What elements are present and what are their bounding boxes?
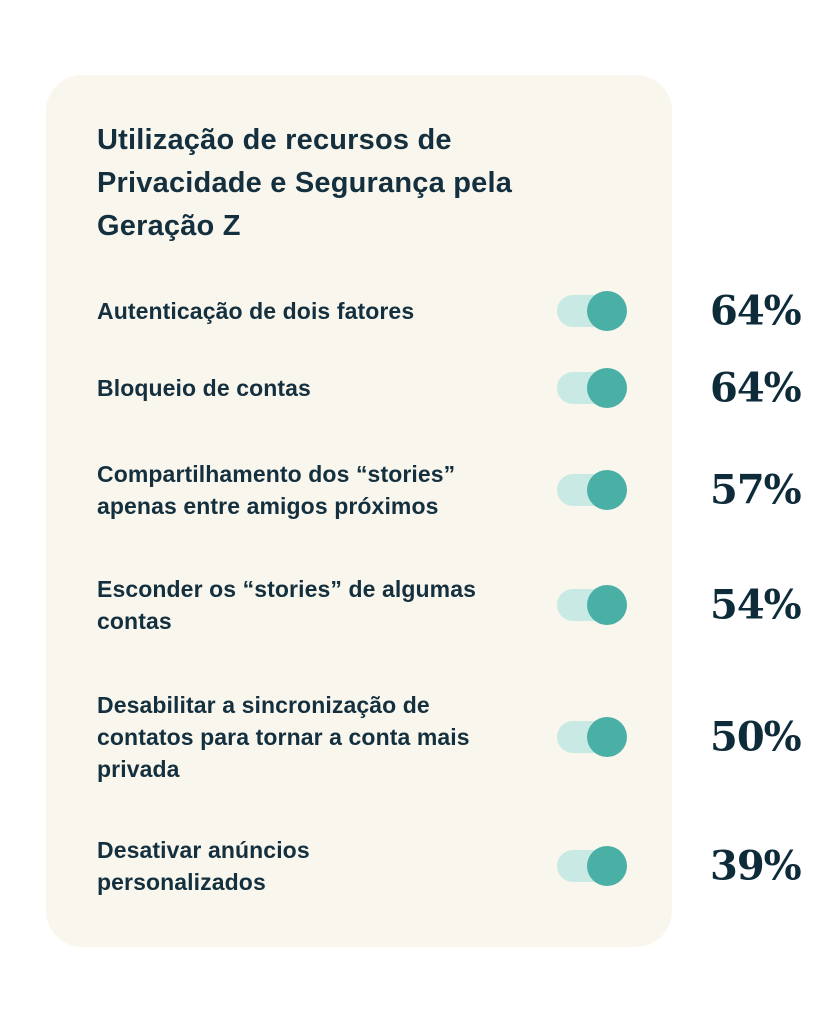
toggle-switch[interactable] <box>557 846 627 886</box>
feature-label: Esconder os “stories” de algumas contas <box>97 576 476 634</box>
toggle-knob <box>587 717 627 757</box>
toggle-switch[interactable] <box>557 470 627 510</box>
feature-label: Autenticação de dois fatores <box>97 298 415 324</box>
toggle-knob <box>587 846 627 886</box>
chart-card: Utilização de recursos de Privacidade e … <box>46 75 672 947</box>
feature-label: Desabilitar a sincronização de contatos … <box>97 692 470 782</box>
toggle-knob <box>587 291 627 331</box>
toggle-knob <box>587 585 627 625</box>
toggle-knob <box>587 470 627 510</box>
percentage-value: 57% <box>710 466 802 514</box>
toggle-switch[interactable] <box>557 291 627 331</box>
chart-title: Utilização de recursos de Privacidade e … <box>97 124 513 242</box>
toggle-switch[interactable] <box>557 585 627 625</box>
percentage-value: 50% <box>710 713 802 761</box>
toggle-switch[interactable] <box>557 368 627 408</box>
feature-label: Desativar anúncios personalizados <box>97 837 310 895</box>
percentage-value: 54% <box>710 581 802 629</box>
toggle-knob <box>587 368 627 408</box>
feature-label: Bloqueio de contas <box>97 375 311 401</box>
percentage-value: 39% <box>710 842 802 890</box>
feature-label: Compartilhamento dos “stories” apenas en… <box>97 461 456 519</box>
toggle-switch[interactable] <box>557 717 627 757</box>
percentage-value: 64% <box>710 287 802 335</box>
percentage-value: 64% <box>710 364 802 412</box>
